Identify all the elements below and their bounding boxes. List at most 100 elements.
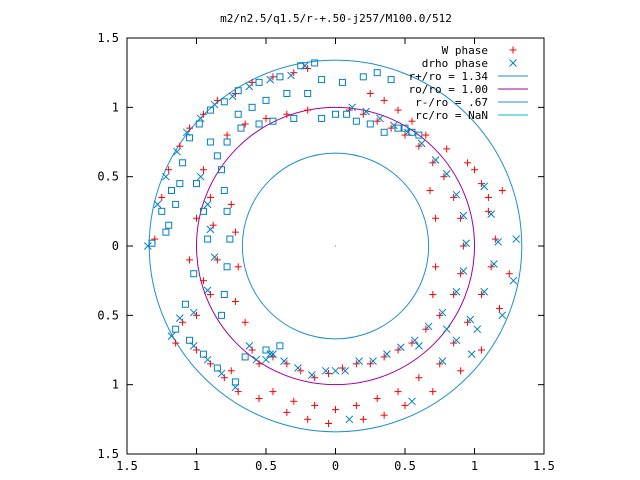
data-point [206,291,214,299]
data-point [415,131,423,139]
data-point [179,159,187,167]
marker-stroke [512,235,521,243]
marker-stroke [376,114,384,123]
data-point [487,210,496,218]
data-point [304,106,312,114]
data-point [252,355,261,364]
data-point [464,159,472,167]
legend-label: W phase [442,44,488,57]
data-point [255,395,263,403]
data-point [332,110,339,118]
data-point [442,325,451,334]
data-point [190,270,198,278]
data-point [203,200,212,209]
data-point [234,388,242,396]
marker-stroke [341,366,350,375]
data-point [348,103,357,112]
origin-dot [334,245,337,247]
marker-stroke [415,341,423,350]
y-tick-labels: 1.5 1 0.5 0 0.5 1 1.5 [97,31,119,461]
marker-stroke [345,415,354,424]
marker-stroke [245,341,254,350]
data-point [172,339,180,347]
legend-sample [509,59,517,67]
data-point [227,367,235,375]
data-point [459,211,468,220]
y-tick-label: 0 [112,239,119,253]
data-point [462,239,471,248]
data-point [283,408,291,416]
data-point [199,207,207,215]
data-point [373,395,381,403]
data-point [248,103,256,111]
data-point [290,397,298,405]
data-point [373,69,381,77]
data-point [283,89,291,97]
data-point [359,415,367,423]
marker-stroke [143,242,152,250]
marker-stroke [182,128,191,137]
marker-stroke [452,190,461,199]
data-point [341,366,350,375]
data-point [231,297,239,305]
data-point [283,110,291,118]
data-point [362,107,370,116]
data-point [223,131,231,139]
marker-stroke [206,225,215,234]
data-point [199,110,207,118]
legend-label: r+/ro = 1.34 [409,70,489,83]
data-point [438,357,447,365]
marker-stroke [396,343,405,352]
data-point [318,114,326,122]
marker-stroke [189,308,198,317]
x-tick-label: 0.5 [394,459,416,473]
data-point [498,187,506,195]
data-point [408,397,416,406]
data-point [195,120,203,128]
marker-stroke [196,172,205,181]
data-point [396,343,405,352]
data-point [311,401,319,409]
x-tick-label: 1 [193,459,200,473]
data-point [227,200,235,208]
data-point [189,308,198,317]
data-point [308,371,316,379]
data-point [213,364,221,372]
data-point [429,388,437,396]
data-point [287,71,295,80]
data-point [467,350,476,359]
marker-stroke [383,350,391,359]
data-point [165,221,173,229]
data-point [158,193,166,201]
data-point [422,131,430,139]
data-point [210,253,219,261]
data-point [480,182,489,191]
data-point [241,120,249,128]
data-point [432,263,440,271]
data-point [186,134,194,142]
data-point [148,239,156,247]
data-point [220,291,228,299]
data-point [186,336,194,344]
data-point [241,318,249,326]
data-point [158,207,166,215]
data-point [203,286,212,295]
data-point [473,325,482,334]
data-point [452,190,461,199]
data-point [294,364,302,372]
legend-label: ro/ro = 1.00 [409,83,488,96]
data-point [394,388,402,396]
marker-stroke [266,350,275,359]
marker-stroke [467,350,476,359]
data-point [199,350,207,358]
data-point [231,228,239,236]
data-point [369,357,377,365]
data-point [241,353,249,361]
data-point [505,270,513,278]
marker-stroke [210,253,219,261]
data-point [280,357,288,365]
data-point [431,156,440,164]
